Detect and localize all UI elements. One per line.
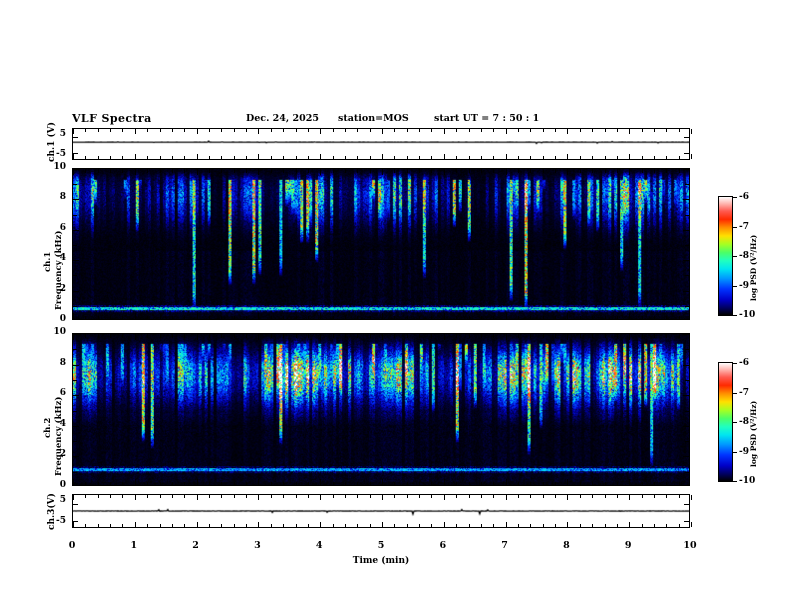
x-axis-title: Time (min) <box>352 556 410 566</box>
colorbar-ch2: -10 -9 -8 -7 -6 log PSD (V²/Hz) <box>718 358 758 486</box>
y-tick-label: 10 <box>53 327 66 337</box>
colorbar-tick-label: -6 <box>739 192 749 202</box>
ch1-wave-ytick-5: 5 <box>59 129 66 139</box>
x-tick-label: 3 <box>254 540 261 551</box>
panel-ch1-spectrogram <box>72 168 690 320</box>
y-tick-label: 4 <box>59 418 66 429</box>
ch2-spec-axis-label-frequency: Frequency (kHz) <box>54 396 64 476</box>
x-tick-label: 4 <box>315 540 323 551</box>
panel-ch2-spectrogram <box>72 333 690 486</box>
colorbar-tick <box>732 226 737 228</box>
x-major-tick <box>691 129 692 134</box>
colorbar-ch2-title: log PSD (V²/Hz) <box>749 400 758 467</box>
page-title: VLF Spectra <box>72 112 152 125</box>
colorbar-tick <box>732 197 737 199</box>
colorbar-tick <box>732 363 737 365</box>
colorbar-tick-label: -9 <box>739 280 749 291</box>
x-tick-label: 0 <box>68 540 76 551</box>
y-tick-label: 8 <box>59 192 66 203</box>
colorbar-tick <box>732 256 737 258</box>
figure-header: VLF Spectra Dec. 24, 2025 station=MOS st… <box>72 112 690 126</box>
panel-ch3-voltage <box>72 494 692 528</box>
ch2-spectrogram-canvas <box>73 334 689 485</box>
x-major-tick <box>691 522 692 527</box>
x-major-tick <box>691 495 692 500</box>
y-tick-label: 2 <box>59 283 66 294</box>
header-station: station=MOS <box>338 113 409 124</box>
colorbar-tick-label: -9 <box>739 446 749 457</box>
y-tick-label: 8 <box>59 357 66 368</box>
ch1-wave-ytick-neg5: -5 <box>56 149 66 159</box>
colorbar-tick <box>732 392 737 394</box>
ch3-waveform-canvas <box>73 495 689 527</box>
header-start-ut: start UT = 7 : 50 : 1 <box>434 113 540 124</box>
colorbar-ch2-gradient <box>719 363 732 481</box>
y-tick-label: 6 <box>59 222 66 233</box>
colorbar-ch1: -10 -9 -8 -7 -6 log PSD (V²/Hz) <box>718 192 758 320</box>
x-tick-label: 8 <box>563 540 570 551</box>
colorbar-tick-label: -7 <box>739 387 749 398</box>
colorbar-tick-label: -7 <box>739 221 749 232</box>
colorbar-tick <box>732 422 737 424</box>
ch3-wave-ytick-neg5: -5 <box>56 516 66 526</box>
x-tick-label: 7 <box>501 540 508 551</box>
y-tick-label: 4 <box>59 253 66 264</box>
x-tick-label: 1 <box>130 540 138 551</box>
colorbar-tick-label: -10 <box>739 476 756 486</box>
x-tick-label: 2 <box>192 540 199 551</box>
colorbar-tick <box>732 315 737 317</box>
colorbar-ch1-title: log PSD (V²/Hz) <box>749 234 758 301</box>
x-major-tick <box>691 154 692 159</box>
ch1-spec-axis-label-frequency: Frequency (kHz) <box>54 230 64 310</box>
x-axis: 0 1 2 3 4 5 6 7 8 9 10 Time (min) <box>68 528 697 568</box>
colorbar-tick-label: -8 <box>739 417 749 427</box>
y-tick-label: 6 <box>59 388 66 399</box>
y-tick-label: 10 <box>53 162 66 172</box>
y-tick-label: 0 <box>59 480 66 490</box>
colorbar-tick-label: -10 <box>739 310 756 320</box>
colorbar-tick-label: -6 <box>739 358 749 368</box>
colorbar-ch1-gradient <box>719 197 732 315</box>
x-tick-label: 6 <box>439 540 447 551</box>
y-tick-label: 2 <box>59 449 66 460</box>
x-tick-label: 5 <box>377 540 385 551</box>
ch1-spectrogram-canvas <box>73 169 689 319</box>
x-tick-label: 9 <box>624 540 632 551</box>
ch3-wave-ytick-5: 5 <box>59 495 66 505</box>
colorbar-tick <box>732 481 737 483</box>
y-tick-label: 0 <box>59 314 66 324</box>
colorbar-tick-label: -8 <box>739 251 749 261</box>
header-date: Dec. 24, 2025 <box>246 113 319 124</box>
ch1-waveform-canvas <box>73 129 689 159</box>
colorbar-tick <box>732 451 737 453</box>
x-tick-label: 10 <box>683 540 697 551</box>
colorbar-tick <box>732 285 737 287</box>
panel-ch1-voltage <box>72 128 692 160</box>
